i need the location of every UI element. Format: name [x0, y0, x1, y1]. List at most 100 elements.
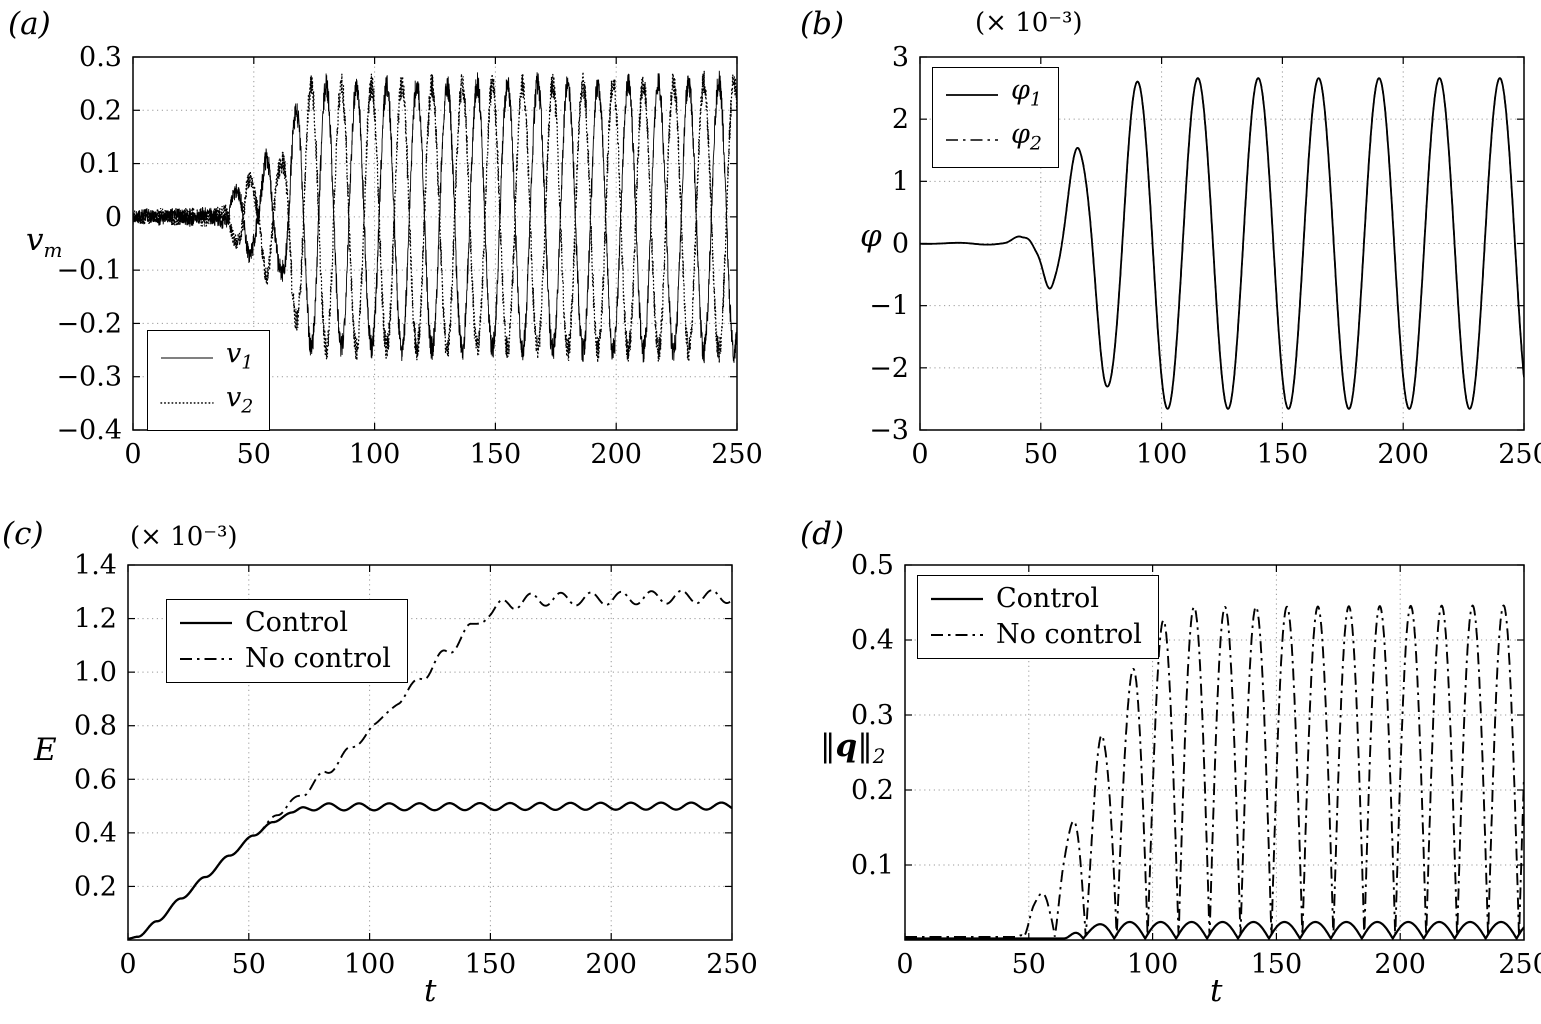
- x-tick-label: 50: [1024, 439, 1058, 470]
- plot-area-d: 0 50 100 150 200 250 0.5 0.4 0.3 0.2 0.1: [770, 500, 1541, 1024]
- legend-label: Control: [245, 607, 348, 638]
- panel-c: (c) E (× 10⁻³) 0 50 100 150 200 250 1.4 1.2 1.0 0…: [0, 500, 770, 1024]
- y-tick-label: 2: [892, 104, 909, 135]
- legend-line-sample: [160, 401, 214, 404]
- y-tick-label: 0.8: [74, 711, 117, 742]
- scale-label-c: (× 10⁻³): [130, 522, 238, 552]
- y-tick-label: 1.2: [74, 604, 117, 635]
- x-tick-label: 100: [1136, 439, 1188, 470]
- y-tick-label: −2: [869, 353, 909, 384]
- y-tick-label: 1: [892, 166, 909, 197]
- panel-label-c: (c): [2, 516, 44, 552]
- x-tick-label: 50: [1012, 949, 1046, 980]
- x-tick-label: 50: [237, 439, 271, 470]
- legend-label: φ2: [1011, 119, 1042, 155]
- series-v1: [133, 70, 737, 364]
- panel-label-d: (d): [800, 516, 845, 552]
- panel-label-a: (a): [8, 6, 51, 42]
- legend-entry: Control: [928, 582, 1142, 616]
- x-tick-label: 0: [124, 439, 141, 470]
- legend-label: No control: [996, 619, 1142, 650]
- x-tick-label: 250: [711, 439, 763, 470]
- tick-labels: 0 50 100 150 200 250 0.3 0.2 0.1 0 −0.1 −0.2 −0.3 −0.…: [56, 42, 762, 470]
- legend-line-sample: [931, 597, 983, 601]
- x-axis-label-d: t: [1210, 973, 1223, 1009]
- y-axis-label-d: ‖q‖2: [820, 728, 885, 768]
- y-tick-label: −0.3: [56, 362, 122, 393]
- x-tick-label: 150: [470, 439, 522, 470]
- legend: Control No control: [166, 599, 408, 683]
- tick-marks: [919, 56, 1525, 431]
- tick-labels: 0 50 100 150 200 250 3 2 1 0 −1 −2 −3: [869, 42, 1541, 470]
- legend-entry: φ2: [943, 118, 1042, 160]
- legend-label-sub: 2: [1029, 132, 1042, 155]
- scale-label-b: (× 10⁻³): [975, 8, 1083, 38]
- x-tick-label: 250: [706, 949, 758, 980]
- series-q-nocontrol: [905, 604, 1524, 939]
- y-tick-label: 0.2: [851, 775, 894, 806]
- axes-frame: [904, 564, 1525, 941]
- y-tick-label: 0.2: [79, 95, 122, 126]
- legend-label: v2: [226, 382, 254, 418]
- plot-area-c: 0 50 100 150 200 250 1.4 1.2 1.0 0.8 0.6 0.4 0.2: [0, 500, 770, 1024]
- x-tick-label: 200: [585, 949, 637, 980]
- tick-marks: [127, 564, 733, 940]
- plot-area-b: 0 50 100 150 200 250 3 2 1 0 −1 −2 −3: [770, 0, 1541, 500]
- x-tick-label: 100: [349, 439, 401, 470]
- y-tick-label: 0.3: [851, 700, 894, 731]
- y-tick-label: 0: [892, 229, 909, 260]
- legend-label: v1: [226, 338, 254, 374]
- y-axis-label-post: ‖: [857, 728, 873, 764]
- legend-entry: Control: [177, 606, 391, 640]
- axes-frame: [127, 564, 733, 941]
- legend-label: No control: [245, 643, 391, 674]
- legend-entry: v2: [158, 381, 253, 423]
- y-axis-label-sub: m: [43, 238, 63, 263]
- y-tick-label: 1.0: [74, 657, 117, 688]
- legend-entry: φ1: [943, 74, 1042, 116]
- chart-svg-d: 0 50 100 150 200 250 0.5 0.4 0.3 0.2 0.1: [851, 550, 1541, 980]
- legend-label-sub: 1: [241, 351, 254, 374]
- legend-line-sample: [931, 634, 983, 636]
- x-axis-label-c: t: [424, 973, 437, 1009]
- y-tick-label: 1.4: [74, 550, 117, 581]
- chart-svg-c: 0 50 100 150 200 250 1.4 1.2 1.0 0.8 0.6 0.4 0.2: [74, 550, 758, 980]
- legend-entry: No control: [928, 618, 1142, 652]
- tick-labels: 0 50 100 150 200 250 0.5 0.4 0.3 0.2 0.1: [851, 550, 1541, 980]
- x-tick-label: 200: [590, 439, 642, 470]
- legend-label: φ1: [1011, 75, 1042, 111]
- chart-svg-b: 0 50 100 150 200 250 3 2 1 0 −1 −2 −3: [869, 42, 1541, 470]
- series-E-nocontrol: [128, 589, 732, 940]
- y-axis-label-c: E: [34, 732, 57, 772]
- y-tick-label: 0: [105, 202, 122, 233]
- legend-entry: No control: [177, 642, 391, 676]
- x-tick-label: 0: [896, 949, 913, 980]
- y-tick-label: −0.2: [56, 308, 122, 339]
- legend: v1 v2: [147, 330, 271, 431]
- y-axis-label-b: φ: [860, 218, 882, 258]
- series-q-control: [905, 920, 1524, 940]
- series-v2: [133, 70, 737, 363]
- x-tick-label: 0: [911, 439, 928, 470]
- y-axis-label-sub: 2: [872, 744, 886, 769]
- axes-frame: [132, 56, 738, 431]
- legend-line-sample: [180, 621, 232, 625]
- legend-line-sample: [946, 138, 998, 141]
- y-axis-label-main: φ: [860, 218, 882, 254]
- panel-label-b: (b): [800, 6, 845, 42]
- legend: Control No control: [917, 575, 1159, 659]
- x-tick-label: 100: [344, 949, 396, 980]
- series-phi2: [920, 77, 1524, 410]
- legend-line-sample: [161, 357, 213, 359]
- legend-label-sub: 1: [1029, 88, 1042, 111]
- x-tick-label: 50: [232, 949, 266, 980]
- x-tick-label: 200: [1377, 439, 1429, 470]
- chart-svg-a: 0 50 100 150 200 250 0.3 0.2 0.1 0 −0.1 −0.2 −0.3 −0.…: [56, 42, 762, 470]
- series-E-control: [128, 801, 732, 940]
- x-tick-label: 250: [1498, 439, 1541, 470]
- legend-label: Control: [996, 583, 1099, 614]
- legend-label-sub: 2: [241, 395, 254, 418]
- y-tick-label: −0.1: [56, 255, 122, 286]
- y-tick-label: 3: [892, 42, 909, 73]
